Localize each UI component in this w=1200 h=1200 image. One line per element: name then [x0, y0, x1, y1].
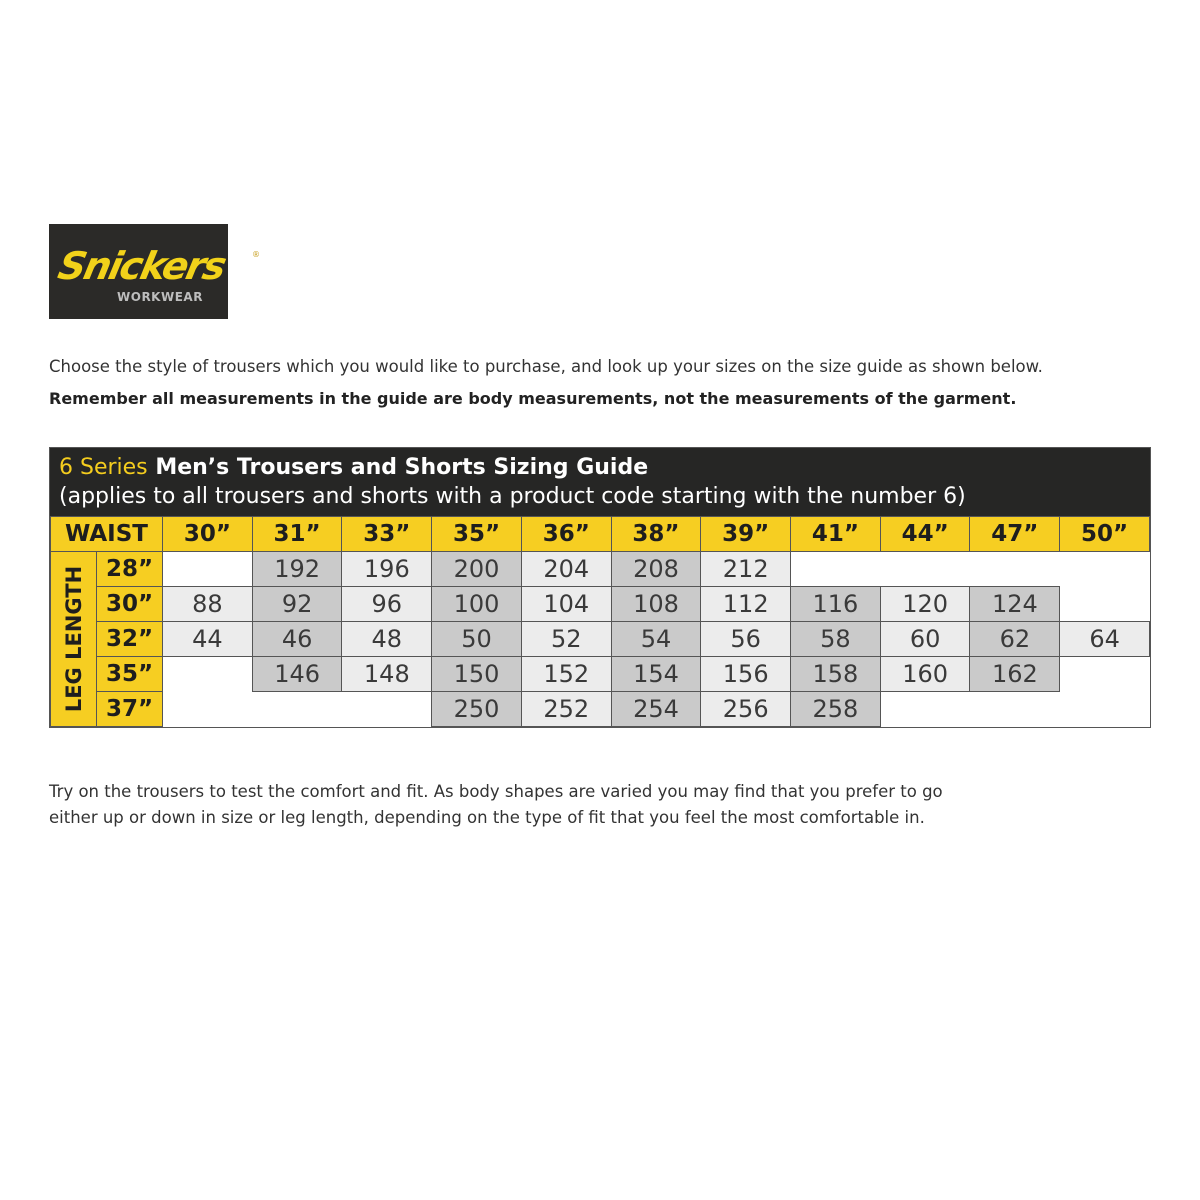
logo-sub: WORKWEAR	[117, 290, 203, 304]
waist-size-header: 44”	[879, 516, 971, 552]
leg-length-row: 37” 250 252 254 256 258	[51, 691, 1150, 727]
waist-size-header: 33”	[341, 516, 433, 552]
leg-length-label: LEG LENGTH	[50, 551, 97, 727]
size-code-cell: 52	[520, 621, 612, 657]
leg-length-value: 30”	[95, 586, 164, 622]
empty-cell	[1059, 656, 1150, 692]
waist-size-header: 36”	[520, 516, 612, 552]
size-code-cell: 200	[431, 551, 522, 587]
table-title: 6 Series Men’s Trousers and Shorts Sizin…	[59, 453, 1141, 482]
fit-advice-line: Try on the trousers to test the comfort …	[49, 782, 943, 801]
empty-cell	[880, 551, 970, 587]
table-header: 6 Series Men’s Trousers and Shorts Sizin…	[50, 448, 1150, 516]
size-code-cell: 104	[520, 586, 612, 622]
size-code-cell: 116	[790, 586, 881, 622]
leg-length-row: 32” 44 46 48 50 52 54 56 58 60 62 64	[51, 621, 1150, 657]
size-code-cell: 154	[610, 656, 702, 692]
size-code-cell: 158	[790, 656, 881, 692]
leg-length-value: 37”	[95, 691, 164, 727]
size-code-cell: 100	[431, 586, 522, 622]
size-code-cell: 204	[520, 551, 612, 587]
empty-cell	[790, 551, 881, 587]
empty-cell	[162, 551, 253, 587]
size-code-cell: 196	[341, 551, 433, 587]
waist-size-header: 35”	[431, 516, 522, 552]
size-code-cell: 112	[700, 586, 792, 622]
intro-text: Choose the style of trousers which you w…	[49, 357, 1043, 376]
sizing-guide-table: 6 Series Men’s Trousers and Shorts Sizin…	[49, 447, 1151, 728]
size-code-cell: 152	[520, 656, 612, 692]
size-code-cell: 120	[879, 586, 971, 622]
size-code-cell: 148	[341, 656, 433, 692]
size-code-cell: 96	[341, 586, 433, 622]
waist-size-header: 50”	[1059, 516, 1150, 552]
leg-length-row: 35” 146 148 150 152 154 156 158 160 162	[51, 656, 1150, 692]
empty-cell	[1059, 586, 1150, 622]
size-code-cell: 192	[251, 551, 343, 587]
size-code-cell: 50	[431, 621, 522, 657]
empty-cell	[1059, 691, 1150, 727]
size-code-cell: 254	[610, 691, 702, 727]
size-code-cell: 250	[431, 691, 522, 727]
leg-length-value: 35”	[95, 656, 164, 692]
leg-length-row: 30” 88 92 96 100 104 108 112 116 120 124	[51, 586, 1150, 622]
waist-label: WAIST	[49, 516, 164, 552]
fit-advice-line: either up or down in size or leg length,…	[49, 808, 925, 827]
waist-size-header: 31”	[251, 516, 343, 552]
empty-cell	[252, 691, 342, 727]
waist-header-row: WAIST 30” 31” 33” 35” 36” 38” 39” 41” 44” 47” 50”	[49, 516, 1150, 552]
registered-mark: ®	[252, 250, 260, 259]
logo-brand: Snickers	[54, 244, 229, 288]
size-code-cell: 150	[431, 656, 522, 692]
size-code-cell: 124	[969, 586, 1061, 622]
empty-cell	[162, 656, 253, 692]
size-code-cell: 92	[251, 586, 343, 622]
size-code-cell: 54	[610, 621, 702, 657]
empty-cell	[162, 691, 253, 727]
empty-cell	[969, 551, 1060, 587]
size-code-cell: 156	[700, 656, 792, 692]
intro-note: Remember all measurements in the guide a…	[49, 389, 1017, 408]
leg-length-text: LEG LENGTH	[61, 565, 86, 713]
size-code-cell: 48	[341, 621, 433, 657]
waist-size-header: 41”	[790, 516, 881, 552]
leg-length-value: 32”	[95, 621, 164, 657]
size-code-cell: 64	[1059, 621, 1150, 657]
snickers-workwear-logo: Snickers ® WORKWEAR	[49, 224, 260, 319]
size-code-cell: 62	[969, 621, 1061, 657]
size-code-cell: 88	[162, 586, 253, 622]
empty-cell	[1059, 551, 1150, 587]
size-code-cell: 252	[520, 691, 612, 727]
size-code-cell: 60	[879, 621, 971, 657]
size-code-cell: 56	[700, 621, 792, 657]
size-code-cell: 208	[610, 551, 702, 587]
size-code-cell: 256	[700, 691, 792, 727]
size-code-cell: 258	[790, 691, 881, 727]
empty-cell	[969, 691, 1060, 727]
empty-cell	[341, 691, 432, 727]
series-label: 6 Series	[59, 455, 148, 480]
size-code-cell: 46	[251, 621, 343, 657]
size-code-cell: 146	[251, 656, 343, 692]
waist-size-header: 47”	[969, 516, 1061, 552]
waist-size-header: 38”	[610, 516, 702, 552]
title-text: Men’s Trousers and Shorts Sizing Guide	[155, 455, 649, 480]
size-code-cell: 162	[969, 656, 1061, 692]
leg-length-value: 28”	[95, 551, 164, 587]
fit-advice: Try on the trousers to test the comfort …	[49, 779, 943, 831]
size-code-cell: 108	[610, 586, 702, 622]
waist-size-header: 30”	[162, 516, 253, 552]
size-code-cell: 160	[879, 656, 971, 692]
leg-length-row: LEG LENGTH 28” 192 196 200 204 208 212	[50, 551, 1150, 727]
size-code-cell: 212	[700, 551, 792, 587]
waist-size-header: 39”	[700, 516, 792, 552]
empty-cell	[880, 691, 970, 727]
table-subtitle: (applies to all trousers and shorts with…	[59, 484, 966, 509]
size-code-cell: 58	[790, 621, 881, 657]
size-code-cell: 44	[162, 621, 253, 657]
